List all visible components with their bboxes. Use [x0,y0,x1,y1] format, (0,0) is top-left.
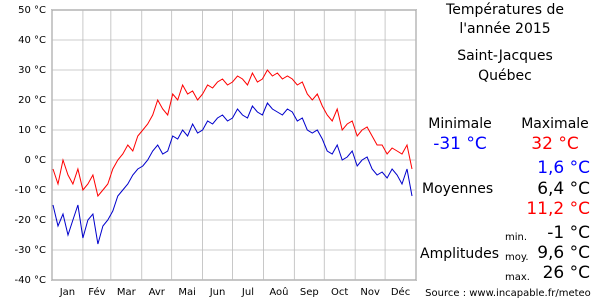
x-tick-label: Mar [117,287,137,298]
y-tick-label: 50 °C [18,5,46,16]
place: Québec [478,68,532,84]
min-value: -31 °C [433,134,487,154]
x-tick-label: Déc [391,286,410,298]
x-tick-label: Jan [59,287,75,298]
y-tick-label: -10 °C [15,185,47,196]
mean-label: Moyennes [422,181,493,197]
amp-value: -1 °C [547,223,590,243]
y-tick-label: -30 °C [15,245,47,256]
max-label: Maximale [521,116,589,132]
amp-label: Amplitudes [420,246,499,262]
y-tick-label: 20 °C [18,95,46,106]
x-tick-label: Jun [209,287,226,298]
y-tick-label: 30 °C [18,65,46,76]
series-line [52,69,413,198]
x-tick-label: Fév [88,286,105,298]
max-value: 32 °C [531,134,578,154]
amp-value: 9,6 °C [537,243,590,263]
y-tick-label: 10 °C [18,125,46,136]
title: Températures de [445,2,564,18]
amp-key: max. [505,272,530,283]
place: Saint-Jacques [457,48,553,64]
source: Source : www.incapable.fr/meteo [425,288,591,299]
amp-key: min. [505,232,527,243]
x-tick-label: Aoû [269,286,288,298]
mean-value: 1,6 °C [537,158,590,178]
x-tick-label: Jul [241,287,254,298]
x-tick-label: Oct [331,287,348,298]
y-tick-label: -40 °C [15,275,47,286]
x-tick-label: Sep [300,287,319,298]
mean-value: 11,2 °C [526,199,590,219]
x-tick-label: Nov [360,287,380,298]
mean-value: 6,4 °C [537,179,590,199]
y-tick-label: 40 °C [18,35,46,46]
amp-value: 26 °C [543,263,590,283]
series-line [52,102,413,245]
amp-key: moy. [505,252,529,263]
title: l'année 2015 [459,21,550,37]
min-label: Minimale [428,116,491,132]
plot-area [51,9,417,281]
y-tick-label: 0 °C [24,155,46,166]
x-tick-label: Mai [178,287,196,298]
x-tick-label: Avr [149,287,166,298]
y-tick-label: -20 °C [15,215,47,226]
